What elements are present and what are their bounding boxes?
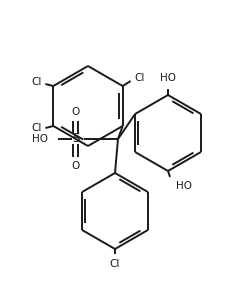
Text: O: O	[71, 161, 79, 171]
Text: HO: HO	[32, 134, 48, 144]
Text: O: O	[71, 107, 79, 117]
Text: HO: HO	[176, 181, 192, 191]
Text: Cl: Cl	[135, 73, 145, 83]
Text: Cl: Cl	[31, 123, 41, 133]
Text: S: S	[72, 132, 80, 146]
Text: Cl: Cl	[110, 259, 120, 269]
Text: Cl: Cl	[31, 77, 41, 87]
Text: HO: HO	[160, 73, 176, 83]
